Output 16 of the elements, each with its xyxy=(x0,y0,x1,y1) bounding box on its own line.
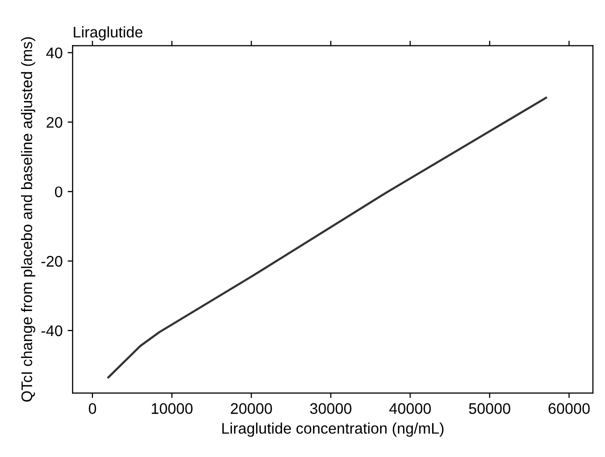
y-axis-title: QTcI change from placebo and baseline adjusted (ms) xyxy=(21,37,36,402)
x-tick-label: 10000 xyxy=(152,403,193,414)
y-tick-label: 20 xyxy=(46,116,62,128)
x-tick-label: 50000 xyxy=(469,403,510,414)
x-tick-label: 40000 xyxy=(389,403,431,414)
y-tick-label: 0 xyxy=(54,186,62,198)
x-tick-label: 30000 xyxy=(310,403,352,414)
x-axis-title: Liraglutide concentration (ng/mL) xyxy=(222,422,444,437)
line-series xyxy=(107,96,548,378)
y-tick-label: 40 xyxy=(46,48,62,58)
x-tick-label: 60000 xyxy=(548,403,590,414)
y-tick-label: -20 xyxy=(41,256,62,267)
x-tick-label: 0 xyxy=(88,403,96,414)
y-tick-label: -40 xyxy=(41,325,62,336)
chart-title: Liraglutide xyxy=(74,26,142,41)
x-tick-label: 20000 xyxy=(230,403,272,414)
